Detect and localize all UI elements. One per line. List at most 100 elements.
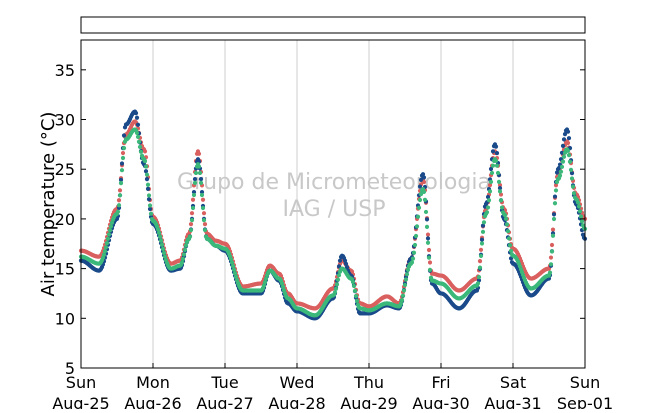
watermark-line-1: Grupo de Micrometeorologia <box>177 170 491 195</box>
data-point <box>554 170 560 175</box>
data-point <box>411 250 417 255</box>
data-point <box>192 180 198 185</box>
data-point <box>353 293 359 299</box>
data-point <box>497 189 503 194</box>
data-point <box>504 222 510 227</box>
data-point <box>342 258 348 263</box>
data-point <box>281 288 287 293</box>
data-point <box>488 166 494 172</box>
data-point <box>569 171 575 176</box>
watermark: Grupo de Micrometeorologia IAG / USP <box>177 170 491 222</box>
x-tick-label-date: Aug-26 <box>124 394 181 409</box>
data-point <box>201 211 207 216</box>
data-point <box>571 191 577 196</box>
data-point <box>560 143 566 148</box>
data-point <box>119 161 125 166</box>
data-point <box>231 267 237 272</box>
data-point <box>421 179 427 185</box>
x-tick-label-date: Aug-25 <box>52 394 109 409</box>
data-point <box>495 170 501 176</box>
data-point <box>401 288 407 293</box>
data-point <box>550 227 556 232</box>
y-tick-label: 10 <box>55 309 75 328</box>
data-point <box>548 262 554 267</box>
x-tick-label-day: Thu <box>353 373 384 392</box>
data-point <box>551 216 557 222</box>
data-point <box>230 263 236 269</box>
data-point <box>416 205 422 210</box>
data-point <box>105 236 111 241</box>
data-point <box>560 159 566 164</box>
data-point <box>550 233 556 238</box>
data-point <box>188 222 194 227</box>
data-point <box>232 271 238 276</box>
data-point <box>414 224 420 229</box>
x-tick-label-date: Aug-27 <box>196 394 253 409</box>
data-point <box>417 197 423 203</box>
data-point <box>423 209 429 215</box>
data-point <box>561 137 567 142</box>
plot-frame <box>80 39 586 369</box>
data-point <box>479 241 485 246</box>
data-point <box>421 189 427 194</box>
data-point <box>410 256 416 261</box>
data-point <box>418 177 424 182</box>
data-point <box>192 177 198 182</box>
data-point <box>488 179 494 184</box>
data-point <box>116 198 122 203</box>
data-point <box>565 140 571 146</box>
data-point <box>279 281 285 286</box>
data-point <box>161 250 167 256</box>
x-tick-label-day: Mon <box>136 373 170 392</box>
data-point <box>421 175 427 180</box>
data-point <box>191 190 197 195</box>
data-point <box>568 167 574 172</box>
y-tick-label: 15 <box>55 260 75 279</box>
data-point <box>562 132 568 137</box>
data-point <box>551 212 557 217</box>
data-point <box>198 180 204 185</box>
data-point <box>503 216 509 221</box>
data-point <box>558 169 564 174</box>
data-point <box>337 258 343 263</box>
data-point <box>116 203 122 208</box>
data-point <box>160 246 166 251</box>
data-point <box>478 253 484 259</box>
data-point <box>334 282 340 287</box>
data-point <box>144 172 150 177</box>
x-tick-label-date: Aug-30 <box>412 394 469 409</box>
data-point <box>399 298 405 303</box>
x-tick-label-date: Aug-29 <box>340 394 397 409</box>
data-point <box>497 186 503 191</box>
data-point <box>156 230 162 235</box>
data-point <box>570 184 576 189</box>
data-point <box>426 247 432 253</box>
data-point <box>485 205 491 210</box>
data-point <box>118 177 124 182</box>
data-point <box>102 249 108 254</box>
data-point <box>418 191 424 197</box>
data-point <box>181 252 187 257</box>
data-point <box>565 148 571 153</box>
data-point <box>147 203 153 208</box>
data-point <box>404 272 410 277</box>
data-point <box>120 150 126 156</box>
data-point <box>547 270 553 275</box>
data-point <box>180 256 186 262</box>
data-point <box>332 290 338 295</box>
data-point <box>144 177 150 182</box>
data-point <box>333 286 339 291</box>
data-point <box>480 229 486 234</box>
data-point <box>424 217 430 222</box>
data-point <box>484 210 490 215</box>
data-point <box>335 277 341 282</box>
data-point <box>354 298 360 304</box>
data-point <box>481 220 487 225</box>
data-point <box>497 183 503 188</box>
data-point <box>502 213 508 218</box>
data-point <box>103 245 109 250</box>
data-point <box>494 163 500 168</box>
data-point <box>579 219 585 224</box>
data-point <box>104 241 110 246</box>
